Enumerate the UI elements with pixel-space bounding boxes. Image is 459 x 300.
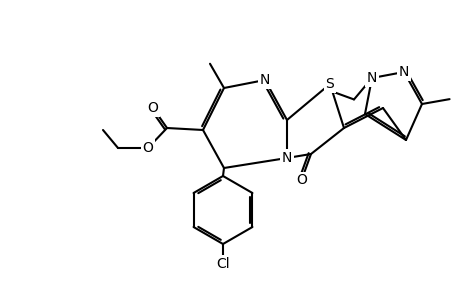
Text: N: N: [366, 71, 376, 85]
Text: O: O: [142, 141, 153, 155]
Text: N: N: [398, 65, 409, 79]
Text: Cl: Cl: [216, 257, 230, 271]
Text: O: O: [147, 101, 158, 115]
Text: S: S: [325, 77, 334, 91]
Text: N: N: [259, 73, 269, 87]
Text: N: N: [281, 151, 291, 165]
Text: O: O: [295, 173, 306, 187]
